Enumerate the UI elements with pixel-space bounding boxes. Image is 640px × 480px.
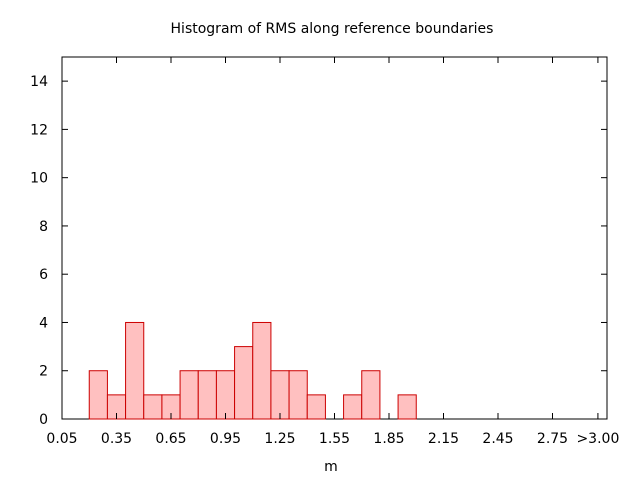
histogram-bar bbox=[143, 394, 163, 420]
y-tick-label: 12 bbox=[30, 122, 48, 138]
x-tick-label: 0.35 bbox=[101, 431, 132, 447]
histogram-bar bbox=[88, 370, 108, 420]
x-tick-label: 2.15 bbox=[428, 431, 459, 447]
y-tick-label: 6 bbox=[39, 267, 48, 283]
histogram-bar bbox=[125, 321, 145, 420]
ticks-layer bbox=[61, 57, 607, 420]
histogram-bar bbox=[397, 394, 417, 420]
x-tick-labels: 0.05 0.35 0.65 0.95 1.25 1.55 1.85 2.15 2.45 2.75… bbox=[46, 431, 619, 447]
x-tick-label: 0.95 bbox=[210, 431, 241, 447]
histogram-bar bbox=[343, 394, 363, 420]
y-tick-label: 4 bbox=[39, 315, 48, 331]
histogram-bar bbox=[197, 370, 217, 420]
x-tick-label: 1.25 bbox=[264, 431, 295, 447]
histogram-bar bbox=[234, 346, 254, 420]
x-tick-label: >3.00 bbox=[576, 431, 619, 447]
histogram-bar bbox=[306, 394, 326, 420]
histogram-bar bbox=[361, 370, 381, 420]
x-tick-label: 1.55 bbox=[319, 431, 350, 447]
y-tick-label: 0 bbox=[39, 412, 48, 428]
histogram-bar bbox=[288, 370, 308, 420]
x-tick-label: 1.85 bbox=[373, 431, 404, 447]
y-tick-labels: 0 2 4 6 8 10 12 14 bbox=[30, 74, 48, 428]
histogram-bar bbox=[179, 370, 199, 420]
histogram-bar bbox=[252, 321, 272, 420]
y-tick-label: 2 bbox=[39, 364, 48, 380]
x-axis-label: m bbox=[324, 459, 338, 475]
x-tick-label: 0.65 bbox=[155, 431, 186, 447]
y-tick-label: 14 bbox=[30, 74, 48, 90]
bars-layer bbox=[88, 321, 417, 420]
x-tick-label: 2.45 bbox=[482, 431, 513, 447]
histogram-bar bbox=[270, 370, 290, 420]
y-tick-label: 10 bbox=[30, 171, 48, 187]
x-tick-label: 2.75 bbox=[537, 431, 568, 447]
histogram-bar bbox=[215, 370, 236, 420]
y-tick-label: 8 bbox=[39, 219, 48, 235]
x-tick-label: 0.05 bbox=[46, 431, 77, 447]
chart-title: Histogram of RMS along reference boundar… bbox=[171, 21, 494, 37]
